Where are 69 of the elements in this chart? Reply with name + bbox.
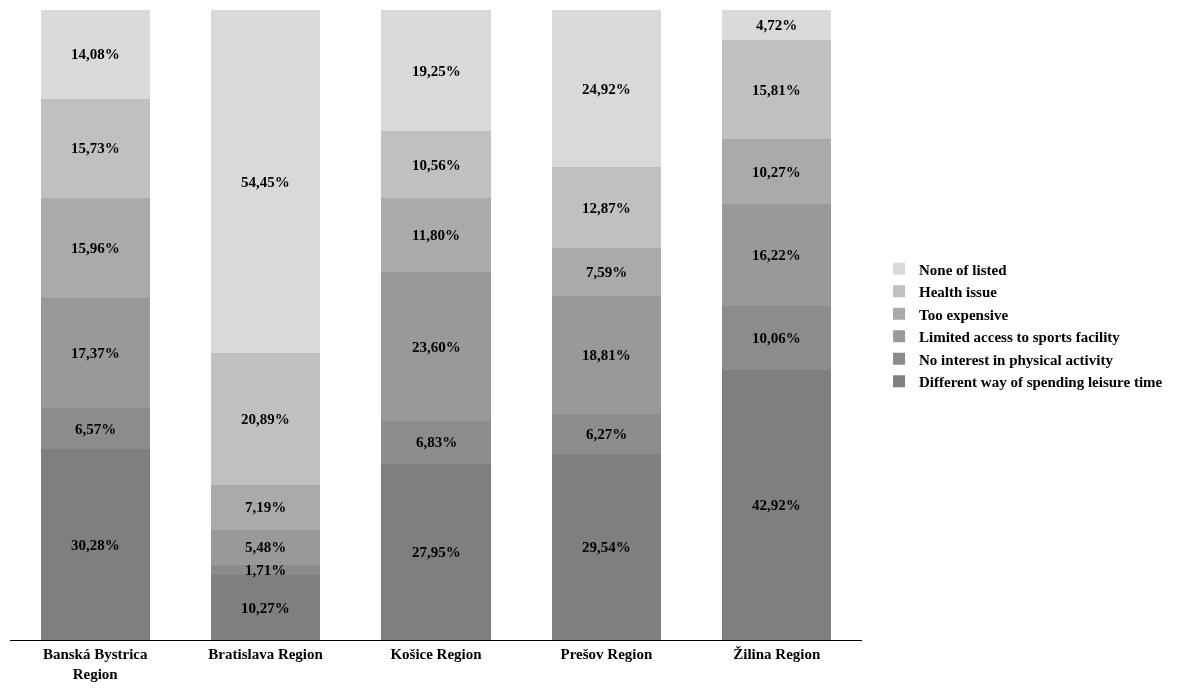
x-tick-label: Prešov Region (560, 646, 653, 662)
data-label: 11,80% (412, 227, 460, 243)
data-label: 5,48% (245, 539, 287, 555)
data-label: 10,06% (752, 330, 801, 346)
data-label: 23,60% (412, 339, 461, 355)
data-label: 10,27% (241, 600, 290, 616)
data-label: 14,08% (71, 46, 120, 62)
data-label: 4,72% (756, 17, 798, 33)
data-label: 12,87% (582, 200, 631, 216)
data-label: 30,28% (71, 537, 120, 553)
bar (381, 272, 491, 421)
bar (551, 295, 661, 415)
data-label: 10,56% (412, 157, 461, 173)
bar (40, 449, 150, 640)
legend-label: No interest in physical activity (919, 351, 1114, 368)
bar (211, 484, 321, 530)
data-label: 15,73% (71, 140, 120, 156)
data-label: 24,92% (582, 81, 631, 97)
bar (722, 369, 832, 640)
data-label: 16,22% (752, 247, 801, 263)
data-label: 15,81% (752, 82, 801, 98)
bar (381, 131, 491, 198)
x-tick-label: Banská Bystrica Region (42, 646, 148, 682)
data-label: 6,27% (586, 426, 628, 442)
legend-label: Different way of spending leisure time (919, 374, 1163, 391)
data-label: 1,71% (245, 562, 287, 578)
data-label: 17,37% (71, 345, 120, 361)
legend-label: Too expensive (919, 306, 1009, 323)
legend-label: Limited access to sports facility (919, 329, 1121, 346)
bar (211, 10, 321, 354)
data-label: 54,45% (241, 174, 290, 190)
data-label: 7,59% (586, 264, 628, 280)
data-label: 7,19% (245, 499, 287, 515)
data-label: 15,96% (71, 240, 120, 256)
x-tick-label: Bratislava Region (208, 646, 324, 662)
bar (551, 167, 661, 249)
data-label: 20,89% (241, 411, 290, 427)
bar (40, 197, 150, 299)
bar (381, 463, 491, 640)
x-tick-label: Košice Region (390, 646, 483, 662)
bar (381, 420, 491, 464)
bar (722, 204, 832, 307)
legend-label: Health issue (919, 284, 998, 301)
bar (551, 248, 661, 296)
bar (40, 10, 150, 99)
x-tick-label: Žilina Region (733, 646, 821, 662)
data-label: 6,83% (416, 434, 458, 450)
data-label: 10,27% (752, 164, 801, 180)
bar (551, 453, 661, 640)
bar (722, 306, 832, 370)
bar (381, 10, 491, 132)
bar (551, 414, 661, 454)
bar (381, 197, 491, 273)
data-label: 42,92% (752, 497, 801, 513)
bar (551, 10, 661, 167)
data-label: 6,57% (75, 421, 117, 437)
data-label: 27,95% (412, 544, 461, 560)
bar (40, 298, 150, 408)
data-label: 19,25% (412, 63, 461, 79)
data-label: 18,81% (582, 347, 631, 363)
bar (40, 98, 150, 198)
bar (722, 139, 832, 205)
bar (722, 10, 832, 40)
bar (40, 407, 150, 450)
data-label: 29,54% (582, 539, 631, 555)
bar (722, 39, 832, 140)
legend-label: None of listed (919, 261, 1008, 278)
bar (211, 530, 321, 565)
bar (211, 353, 321, 485)
